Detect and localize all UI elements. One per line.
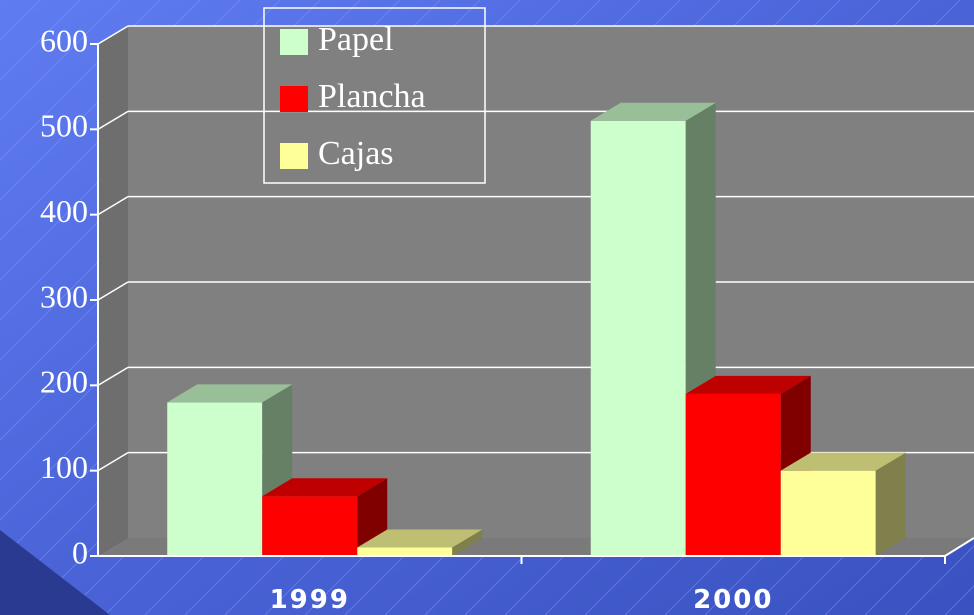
grid-line-side [97, 452, 129, 472]
bar-side [875, 452, 906, 556]
legend-label: Cajas [318, 135, 394, 172]
bar-top [262, 478, 388, 497]
y-tick-label: 400 [40, 193, 88, 229]
legend-swatch [280, 86, 308, 112]
bar-top [357, 529, 483, 548]
legend-swatch [280, 29, 308, 55]
y-tick-label: 100 [40, 449, 88, 485]
bar-top [780, 452, 906, 471]
bar-front [262, 496, 358, 556]
x-tick-label: 1999 [270, 585, 350, 615]
bar-side [452, 529, 483, 556]
legend-swatch [280, 143, 308, 169]
y-tick-label: 600 [40, 22, 88, 58]
grid-line-side [97, 281, 129, 301]
bar-top [590, 102, 716, 121]
y-tick-label: 300 [40, 278, 88, 314]
legend-label: Plancha [318, 78, 426, 115]
y-tick-label: 0 [72, 534, 88, 570]
y-tick-label: 500 [40, 108, 88, 144]
grid-line-side [97, 110, 129, 130]
bar-front [167, 402, 263, 556]
bar-front [590, 120, 686, 557]
legend-label: Papel [318, 21, 394, 58]
x-tick-label: 2000 [693, 585, 773, 615]
bar-front [780, 470, 876, 556]
bar-front [685, 393, 781, 556]
grid-line-side [97, 196, 129, 216]
x-axis-depth [944, 537, 974, 557]
grid-line-side [97, 25, 129, 45]
bar-top [167, 384, 293, 403]
y-tick-label: 200 [40, 364, 88, 400]
bar-top [685, 375, 811, 394]
bar-front [357, 547, 453, 556]
legend-box [263, 7, 486, 184]
corner-decoration [0, 530, 110, 615]
grid-line-side [97, 366, 129, 386]
